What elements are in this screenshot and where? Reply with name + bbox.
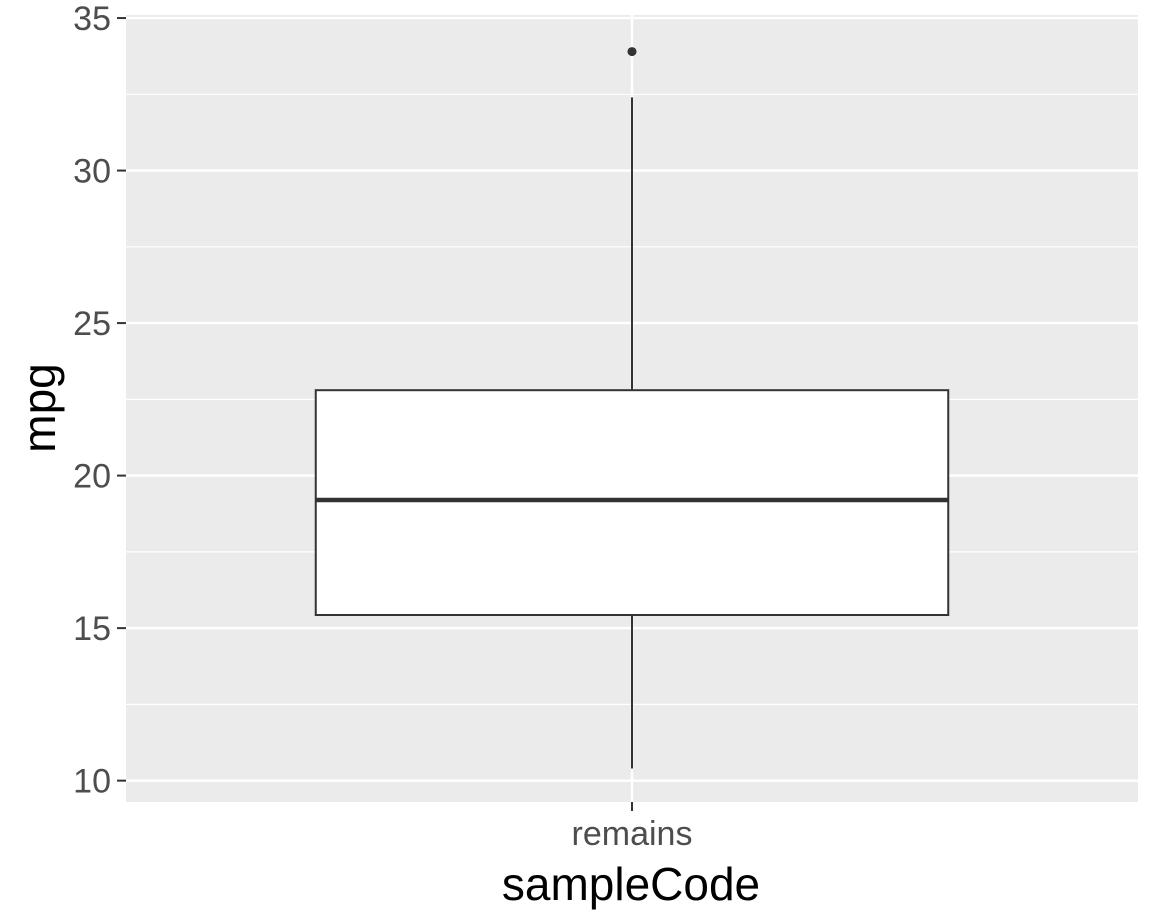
y-tick-label: 30 bbox=[73, 153, 111, 191]
x-tick-label: remains bbox=[572, 815, 693, 853]
box-marks bbox=[314, 47, 950, 769]
iqr-box bbox=[314, 389, 950, 617]
y-tick-label: 25 bbox=[73, 305, 111, 343]
y-axis-title: mpg bbox=[13, 363, 65, 452]
y-tick-label: 15 bbox=[73, 610, 111, 648]
y-tick-label: 20 bbox=[73, 458, 111, 496]
x-axis: remains bbox=[572, 802, 693, 853]
x-axis-title: sampleCode bbox=[502, 858, 760, 910]
y-tick-label: 10 bbox=[73, 763, 111, 801]
y-axis: 10 15 20 25 30 35 bbox=[73, 0, 126, 801]
y-tick-label: 35 bbox=[73, 0, 111, 38]
outlier-point bbox=[627, 47, 637, 57]
